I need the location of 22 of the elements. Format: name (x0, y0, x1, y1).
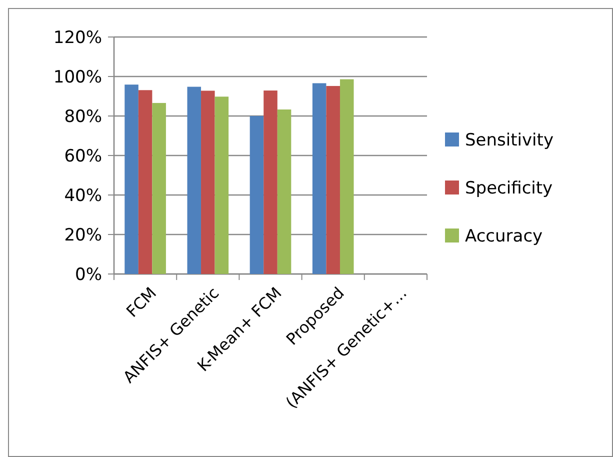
y-tick-label: 40% (64, 186, 102, 206)
legend-label: Accuracy (465, 226, 543, 246)
y-tick-label: 80% (64, 106, 102, 127)
bar (340, 79, 354, 274)
bar (201, 90, 215, 274)
bar (277, 109, 292, 274)
bar (214, 96, 229, 274)
bar (326, 86, 340, 274)
y-tick-label: 120% (53, 28, 102, 48)
bar (124, 84, 138, 274)
legend-label: Sensitivity (465, 130, 554, 150)
bar (250, 116, 264, 274)
bar (152, 102, 166, 274)
y-tick-label: 0% (75, 264, 102, 285)
bar (264, 90, 278, 274)
bar (312, 83, 326, 274)
bar (138, 90, 152, 274)
bar (187, 86, 202, 274)
y-tick-label: 100% (53, 67, 102, 88)
legend-label: Specificity (465, 178, 553, 198)
y-tick-label: 60% (64, 146, 102, 166)
y-tick-label: 20% (64, 225, 102, 246)
